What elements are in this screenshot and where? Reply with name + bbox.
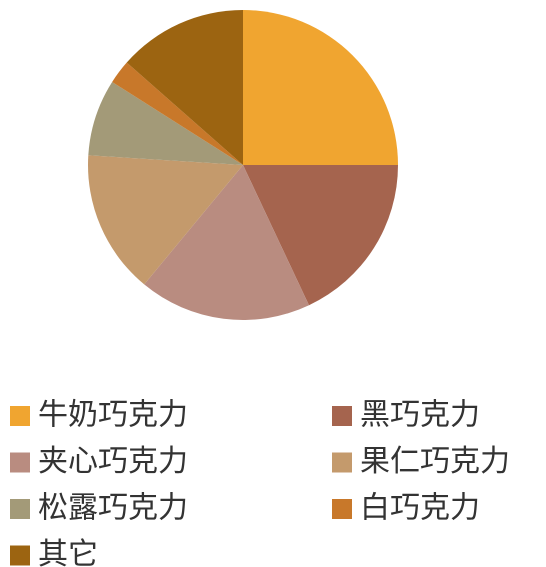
legend-swatch [10, 499, 30, 519]
legend-swatch [332, 499, 352, 519]
legend-label: 白巧克力 [360, 491, 480, 526]
legend-label: 牛奶巧克力 [38, 398, 188, 433]
pie-slice [243, 165, 398, 306]
pie-slice [126, 10, 243, 165]
pie-slice [112, 62, 243, 166]
legend-swatch [332, 406, 352, 426]
pie-slice [243, 10, 398, 165]
legend-label: 松露巧克力 [38, 491, 188, 526]
legend-label: 果仁巧克力 [360, 444, 510, 479]
legend-swatch [10, 452, 30, 473]
pie-slice [88, 155, 243, 285]
pie-slice [88, 81, 244, 165]
pie-slice [144, 165, 309, 321]
legend-label: 夹心巧克力 [38, 444, 188, 479]
legend-swatch [10, 406, 30, 426]
legend-label: 黑巧克力 [360, 398, 480, 433]
legend-swatch [332, 452, 352, 473]
legend-swatch [10, 545, 30, 566]
legend-label: 其它 [38, 537, 98, 567]
